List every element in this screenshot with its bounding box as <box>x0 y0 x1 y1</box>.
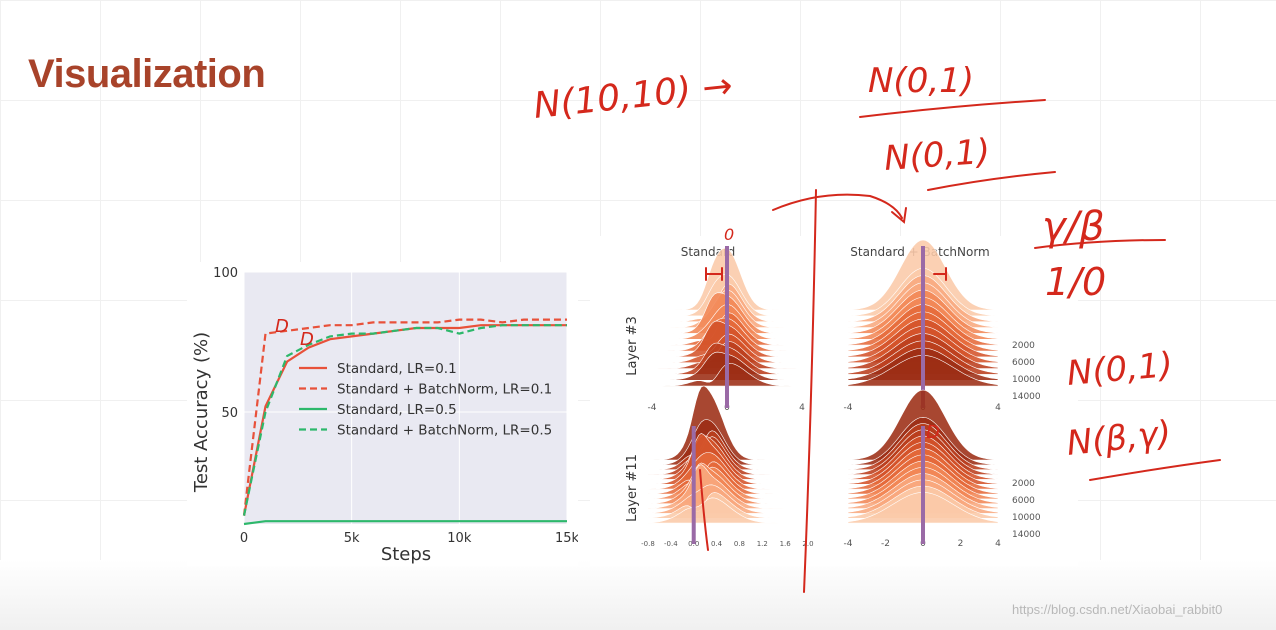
row-label-layer-11: Layer #11 <box>625 454 640 522</box>
step-label: 2000 <box>1012 341 1035 351</box>
panel-x-tick: 2 <box>958 539 964 549</box>
y-tick-label: 100 <box>213 266 238 281</box>
y-tick-label: 50 <box>221 406 238 421</box>
legend-label-2: Standard + BatchNorm, LR=0.1 <box>337 382 552 398</box>
step-label: 14000 <box>1012 530 1041 540</box>
panel-x-tick: 4 <box>799 403 805 413</box>
legend-label-4: Standard + BatchNorm, LR=0.5 <box>337 423 552 439</box>
distribution-figure: Standard Standard + BatchNorm Layer #3 L… <box>625 239 1041 549</box>
chart-legend: Standard, LR=0.1 Standard + BatchNorm, LR… <box>299 361 552 439</box>
panel-x-tick: -0.4 <box>664 540 678 548</box>
watermark-url: https://blog.csdn.net/Xiaobai_rabbit0 <box>1012 602 1223 617</box>
ridgeline-panel-1: -404 <box>648 246 805 413</box>
y-axis-label: Test Accuracy (%) <box>191 332 212 493</box>
panel-x-tick: 0.4 <box>711 540 723 548</box>
series-line-4 <box>242 324 567 516</box>
panel-x-tick: -2 <box>881 539 890 549</box>
panel-x-tick: 4 <box>995 539 1001 549</box>
mean-indicator-bar <box>921 426 925 544</box>
series-line-3 <box>243 520 567 526</box>
ridge-area <box>647 497 808 524</box>
panel-x-tick: -4 <box>844 403 853 413</box>
y-tick-labels: 50 100 <box>213 266 238 421</box>
panel-x-tick: -4 <box>844 539 853 549</box>
row-label-layer-3: Layer #3 <box>625 316 640 376</box>
panel-x-tick: 1.2 <box>757 540 768 548</box>
x-tick-labels: 0 5k 10k 15k <box>240 531 580 546</box>
slide-bottom-fade <box>0 560 1276 630</box>
step-label: 14000 <box>1012 392 1041 402</box>
x-axis-label: Steps <box>381 544 431 565</box>
mean-indicator-bar <box>691 426 696 544</box>
ridgeline-panel-2: -404 <box>844 239 1001 413</box>
x-tick-label: 0 <box>240 531 248 546</box>
step-label: 10000 <box>1012 513 1041 523</box>
series-line-2 <box>242 318 567 516</box>
x-tick-label: 5k <box>344 531 360 546</box>
ridge-area <box>647 419 808 466</box>
panel-x-tick: 2.0 <box>802 540 813 548</box>
panel-x-tick: -4 <box>648 403 657 413</box>
legend-label-3: Standard, LR=0.5 <box>337 402 457 418</box>
ridgeline-panels: -404-404-0.8-0.40.00.40.81.21.62.0-4-202… <box>641 239 1001 549</box>
legend-label-1: Standard, LR=0.1 <box>337 361 457 377</box>
chart-series-group <box>242 318 567 526</box>
step-label: 10000 <box>1012 375 1041 385</box>
slide-title: Visualization <box>28 52 266 96</box>
ridgeline-panel-4: -4-2024 <box>844 389 1001 549</box>
step-label: 6000 <box>1012 358 1035 368</box>
distribution-figure-panel: Standard Standard + BatchNorm Layer #3 L… <box>590 236 1078 566</box>
step-label: 6000 <box>1012 496 1035 506</box>
mean-indicator-bar <box>921 246 925 408</box>
panel-x-tick: 4 <box>995 403 1001 413</box>
ridge-area <box>648 385 808 461</box>
plot-area <box>244 272 567 524</box>
accuracy-chart-panel: 0 5k 10k 15k 50 100 Steps Test Accuracy (%) … <box>187 262 580 566</box>
x-tick-label: 10k <box>447 531 472 546</box>
panel-x-tick: 1.6 <box>780 540 792 548</box>
panel-x-tick: -0.8 <box>641 540 655 548</box>
step-label: 2000 <box>1012 479 1035 489</box>
mean-indicator-bar <box>725 246 729 408</box>
x-tick-label: 15k <box>555 531 578 546</box>
step-labels: 2000 6000 10000 14000 2000 6000 10000 14000 <box>1012 341 1041 540</box>
chart-grid <box>243 271 568 524</box>
panel-x-tick: 0.8 <box>734 540 745 548</box>
